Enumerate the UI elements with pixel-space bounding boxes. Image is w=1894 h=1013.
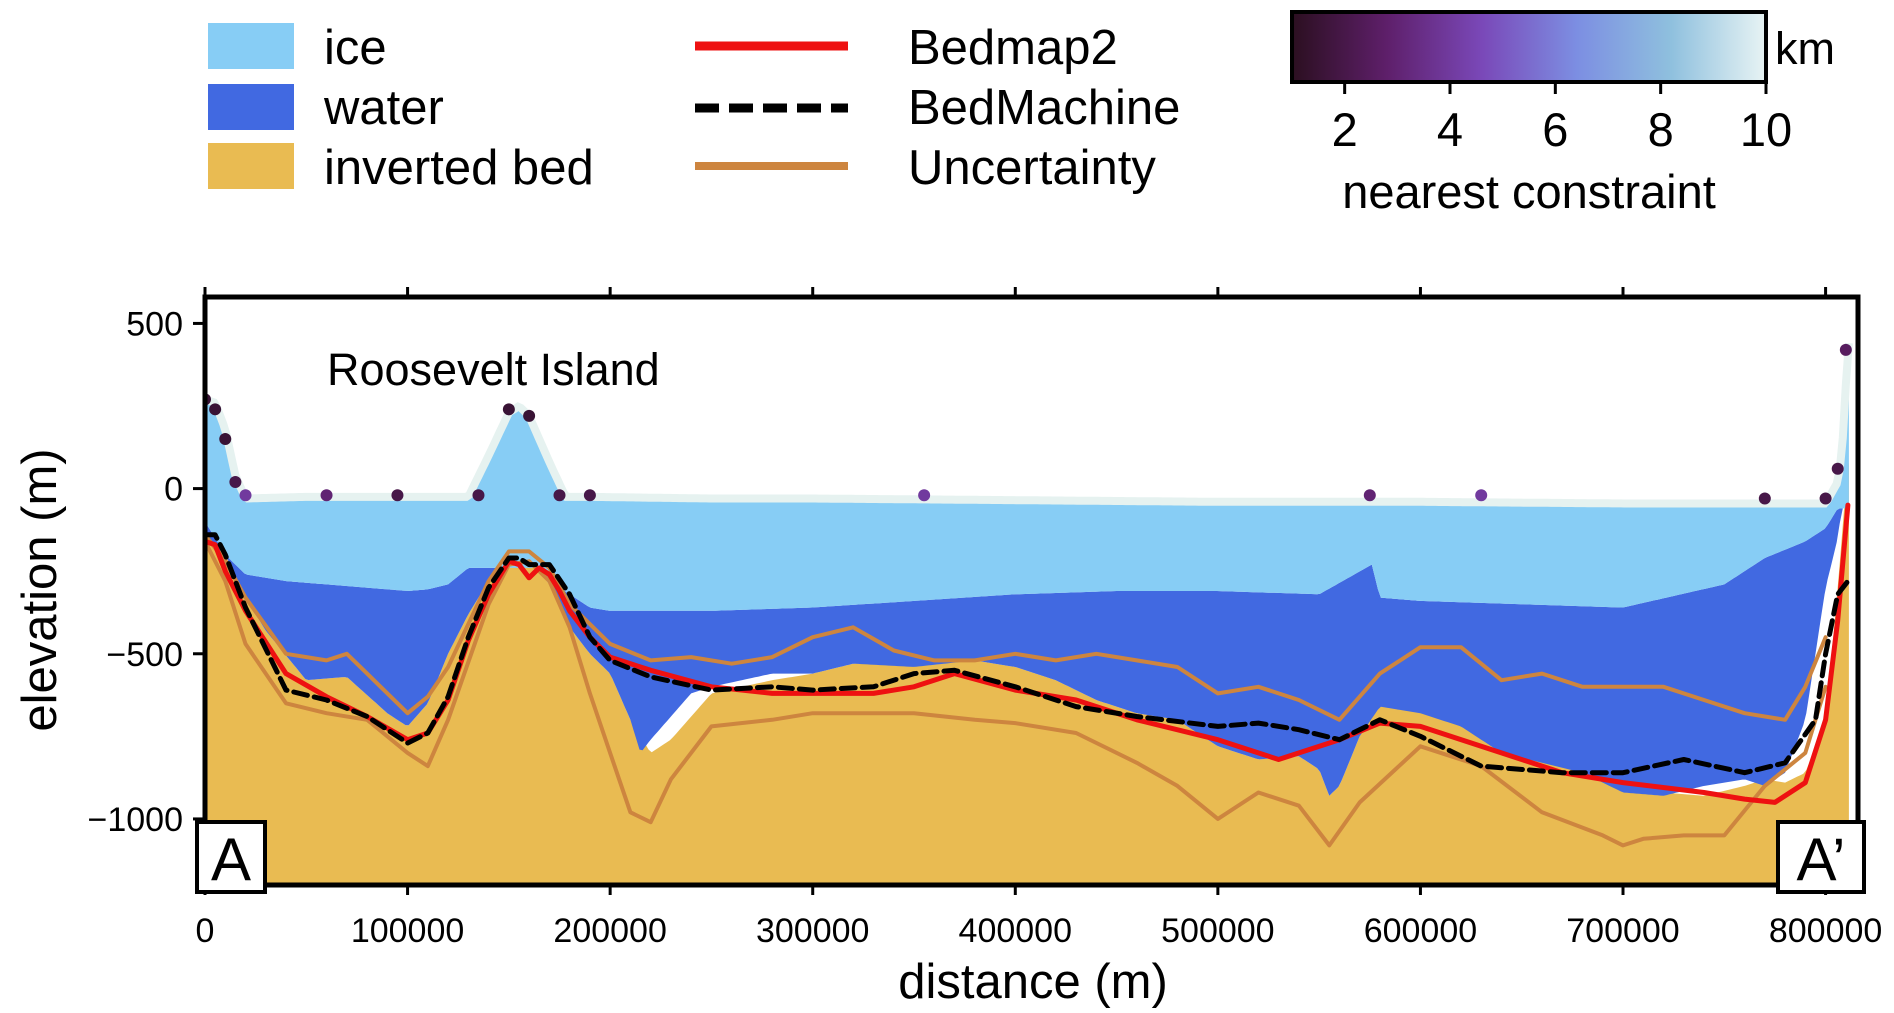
colorbar-ticks: 2 4 6 8 10 <box>1332 82 1792 156</box>
x-tick-label: 200000 <box>553 912 666 950</box>
constraint-point <box>1363 489 1376 502</box>
x-tick-label: 500000 <box>1161 912 1274 950</box>
colorbar-tick-label: 2 <box>1332 103 1358 156</box>
constraint-point <box>1839 343 1852 356</box>
legend-label-ice: ice <box>324 21 387 75</box>
constraint-point <box>553 489 566 502</box>
colorbar-tick-label: 10 <box>1740 103 1792 156</box>
colorbar-ramp <box>1290 10 1768 84</box>
colorbar-tick-label: 4 <box>1437 103 1463 156</box>
profile-label-a-box <box>195 820 267 894</box>
constraint-point <box>1819 492 1832 505</box>
profile-label-a-text: A <box>211 826 251 893</box>
series-line-bedmachine <box>205 532 1851 776</box>
plot-area <box>205 342 1853 885</box>
constraint-points <box>205 343 1852 505</box>
constraint-point <box>209 403 222 416</box>
profile-label-a-prime-box <box>1776 820 1866 894</box>
legend-swatch-bed <box>208 143 294 189</box>
constraint-point <box>472 489 485 502</box>
legend-label-bed: inverted bed <box>324 141 594 195</box>
x-tick-label: 100000 <box>351 912 464 950</box>
x-tick-label: 800000 <box>1769 912 1882 950</box>
constraint-point <box>523 409 536 422</box>
colorbar-label: nearest constraint <box>1342 165 1716 218</box>
x-tick-label: 400000 <box>959 912 1072 950</box>
profile-label-a-prime-text: A’ <box>1797 826 1846 893</box>
x-axis-label: distance (m) <box>898 955 1168 1009</box>
ice-surface-line <box>205 342 1853 508</box>
constraint-point <box>229 475 242 488</box>
legend-label-uncertainty: Uncertainty <box>908 141 1156 195</box>
constraint-point <box>918 489 931 502</box>
y-tick-label: 0 <box>164 471 183 509</box>
plot-frame <box>202 294 1861 888</box>
legend-swatch-water <box>208 84 294 130</box>
legend-label-water: water <box>323 81 444 135</box>
colorbar: km 2 4 6 8 10 nearest constraint <box>1290 10 1835 218</box>
constraint-point <box>1758 492 1771 505</box>
x-tick-label: 300000 <box>756 912 869 950</box>
ice-area <box>205 343 1849 611</box>
constraint-point <box>1831 462 1844 475</box>
bed-area <box>205 462 1849 885</box>
x-tick-label: 700000 <box>1566 912 1679 950</box>
y-axis: 500 0 −500 −1000 <box>88 305 205 839</box>
constraint-point <box>219 433 232 446</box>
profile-label-a: A <box>195 820 267 894</box>
legend-label-bedmachine: BedMachine <box>908 81 1180 135</box>
y-axis-label: elevation (m) <box>13 448 67 731</box>
water-area <box>205 508 1849 796</box>
annotation-roosevelt-island: Roosevelt Island <box>327 344 660 395</box>
constraint-point <box>239 489 252 502</box>
series-line-uncertainty-upper <box>205 532 1828 722</box>
colorbar-tick-label: 6 <box>1542 103 1568 156</box>
x-tick-label: 0 <box>196 912 215 950</box>
x-tick-label: 600000 <box>1364 912 1477 950</box>
x-axis: 0 100000 200000 300000 400000 500000 600000 700… <box>196 287 1882 950</box>
y-tick-label: −500 <box>106 636 183 674</box>
legend-lines: Bedmap2 BedMachine Uncertainty <box>695 21 1180 195</box>
colorbar-tick-label: 8 <box>1648 103 1674 156</box>
constraint-point <box>583 489 596 502</box>
y-tick-label: 500 <box>126 305 183 343</box>
legend-label-bedmap2: Bedmap2 <box>908 21 1118 75</box>
colorbar-unit: km <box>1775 23 1835 74</box>
legend-fills: ice water inverted bed <box>208 21 594 195</box>
constraint-point <box>391 489 404 502</box>
constraint-point <box>320 489 333 502</box>
y-tick-label: −1000 <box>88 801 184 839</box>
series-line-uncertainty-lower <box>205 539 1828 848</box>
series-layer <box>205 502 1851 848</box>
constraint-point <box>502 403 515 416</box>
constraint-point <box>1475 489 1488 502</box>
legend-swatch-ice <box>208 23 294 69</box>
profile-label-a-prime: A’ <box>1776 820 1866 894</box>
